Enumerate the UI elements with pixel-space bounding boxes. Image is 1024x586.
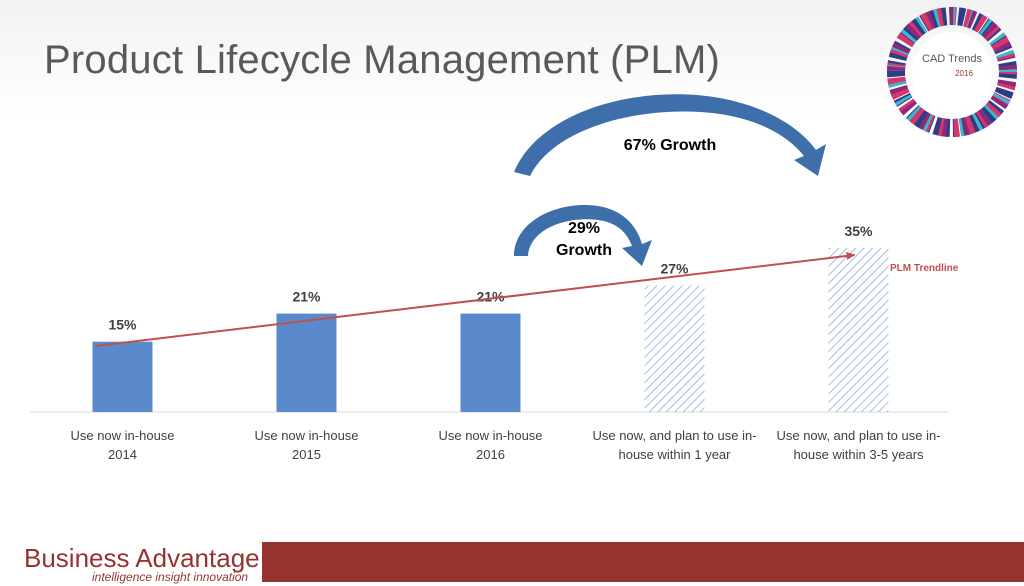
badge-year: 2016: [955, 69, 973, 78]
bar-value-label-5: 35%: [844, 223, 873, 239]
brand-tagline: intelligence insight innovation: [92, 570, 249, 584]
category-label-4-line-2: house within 1 year: [618, 447, 731, 462]
growth-arrow-small: [514, 204, 652, 266]
growth-arrow-large: [514, 94, 826, 176]
category-label-5-line-1: Use now, and plan to use in-: [776, 428, 940, 443]
bar-3: [460, 313, 521, 412]
badge-name: CAD Trends: [922, 53, 982, 65]
bar-1: [92, 341, 153, 412]
category-label-2-line-2: 2015: [292, 447, 321, 462]
category-label-4-line-1: Use now, and plan to use in-: [592, 428, 756, 443]
brand-block: [0, 532, 262, 586]
growth-label-large: 67% Growth: [624, 137, 716, 154]
bar-value-label-2: 21%: [292, 289, 321, 305]
bar-2: [276, 313, 337, 412]
cad-trends-badge: CAD Trends 2016: [887, 7, 1017, 137]
page-title: Product Lifecycle Management (PLM): [44, 38, 720, 82]
growth-label-small-line1: 29%: [568, 220, 600, 237]
trendline-label: PLM Trendline: [890, 263, 959, 274]
bar-4: [644, 285, 705, 412]
bar-value-label-1: 15%: [108, 317, 137, 333]
category-label-2-line-1: Use now in-house: [254, 428, 358, 443]
plm-bar-chart: 67% Growth 29% Growth 15% 21% 21% 27% 35% Us…: [30, 94, 959, 462]
category-label-5-line-2: house within 3-5 years: [793, 447, 924, 462]
category-label-3-line-1: Use now in-house: [438, 428, 542, 443]
bar-5: [828, 248, 889, 412]
growth-label-small-line2: Growth: [556, 242, 612, 259]
bar-value-label-3: 21%: [476, 289, 505, 305]
bar-value-label-4: 27%: [660, 260, 689, 276]
category-label-3-line-2: 2016: [476, 447, 505, 462]
category-label-1-line-1: Use now in-house: [70, 428, 174, 443]
category-label-1-line-2: 2014: [108, 447, 137, 462]
brand-name: Business Advantage: [24, 543, 260, 573]
plm-trendline: [95, 251, 856, 348]
badge-ring: [887, 7, 1017, 137]
